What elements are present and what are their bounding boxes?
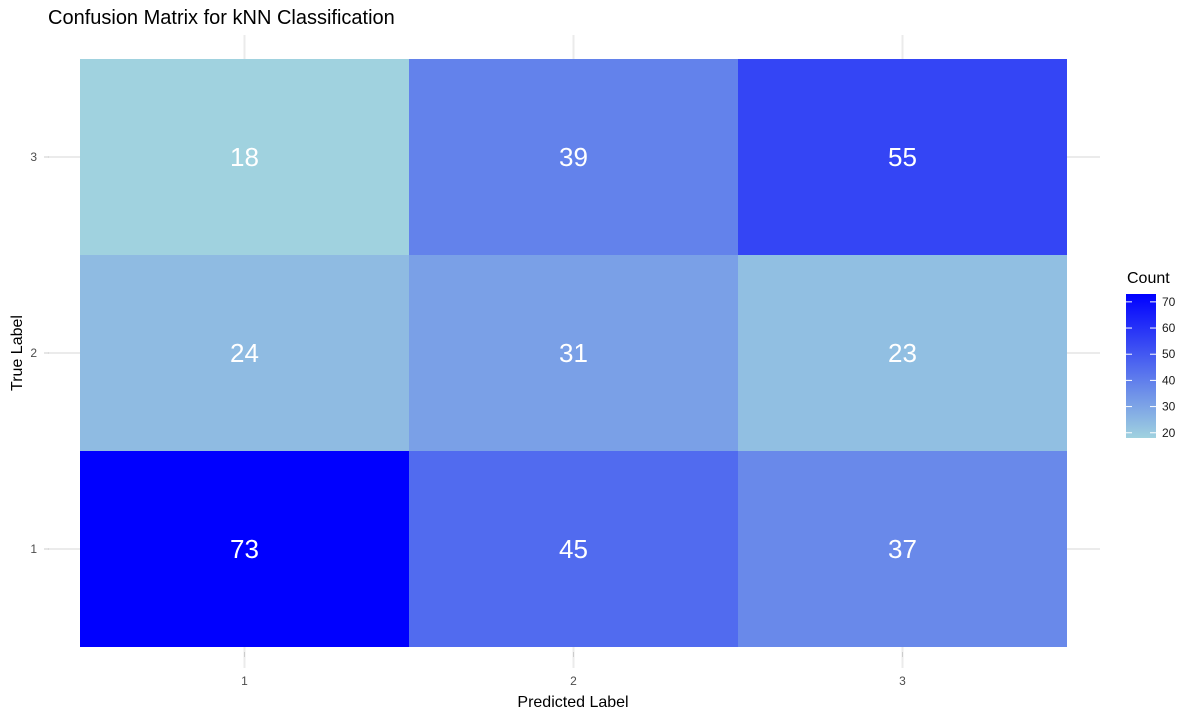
x-tick-label: 2 — [570, 674, 577, 688]
heatmap-cell-true-2-pred-3 — [738, 255, 1067, 451]
legend: Count 20 30 40 50 60 70 — [1126, 270, 1176, 440]
heatmap-cell-true-1-pred-1 — [80, 451, 409, 647]
cell-value-label: 39 — [559, 142, 588, 172]
legend-tick-label: 70 — [1162, 295, 1176, 309]
heatmap-cell-true-3-pred-1 — [80, 59, 409, 255]
heatmap-cell-true-1-pred-2 — [409, 451, 738, 647]
legend-title: Count — [1127, 270, 1170, 287]
legend-tick-label: 40 — [1162, 373, 1176, 387]
cell-value-label: 73 — [230, 534, 259, 564]
heatmap-cell-true-3-pred-2 — [409, 59, 738, 255]
legend-colorbar — [1126, 294, 1156, 438]
y-tick-label: 2 — [30, 346, 37, 360]
legend-tick-label: 50 — [1162, 347, 1176, 361]
cell-value-label: 31 — [559, 338, 588, 368]
x-axis-title: Predicted Label — [517, 694, 628, 711]
cell-value-label: 37 — [888, 534, 917, 564]
y-tick-label: 3 — [30, 150, 37, 164]
cell-value-label: 18 — [230, 142, 259, 172]
y-tick-label: 1 — [30, 542, 37, 556]
heatmap-cell-true-3-pred-3 — [738, 59, 1067, 255]
cell-value-label: 23 — [888, 338, 917, 368]
legend-tick-label: 30 — [1162, 400, 1176, 414]
x-tick-label: 3 — [899, 674, 906, 688]
heatmap-cell-true-2-pred-1 — [80, 255, 409, 451]
y-axis-title: True Label — [9, 315, 26, 391]
heatmap-cells: 73 45 37 24 31 23 18 39 55 — [80, 59, 1067, 647]
legend-tick-label: 60 — [1162, 321, 1176, 335]
heatmap-cell-true-2-pred-2 — [409, 255, 738, 451]
heatmap-cell-true-1-pred-3 — [738, 451, 1067, 647]
cell-value-label: 45 — [559, 534, 588, 564]
x-tick-label: 1 — [241, 674, 248, 688]
cell-value-label: 55 — [888, 142, 917, 172]
cell-value-label: 24 — [230, 338, 259, 368]
legend-tick-label: 20 — [1162, 426, 1176, 440]
chart-title: Confusion Matrix for kNN Classification — [48, 7, 395, 29]
